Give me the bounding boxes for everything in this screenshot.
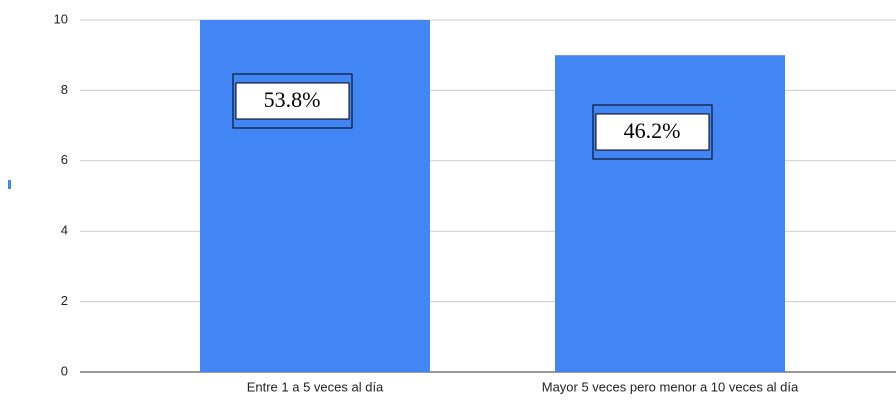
y-tick-label: 0 <box>61 363 68 378</box>
y-tick-label: 6 <box>61 152 68 167</box>
annotation-box <box>595 113 710 151</box>
y-tick-label: 2 <box>61 293 68 308</box>
x-tick-label: Mayor 5 veces pero menor a 10 veces al d… <box>542 379 799 394</box>
legend-marker <box>8 180 11 189</box>
y-tick-label: 10 <box>54 11 68 26</box>
annotation: 46.2% <box>624 118 681 143</box>
annotation-box <box>235 82 350 120</box>
bar <box>200 20 430 372</box>
bar <box>555 55 785 372</box>
x-tick-label: Entre 1 a 5 veces al día <box>247 379 384 394</box>
y-tick-label: 4 <box>61 223 68 238</box>
y-tick-label: 8 <box>61 82 68 97</box>
annotation: 53.8% <box>264 87 321 112</box>
